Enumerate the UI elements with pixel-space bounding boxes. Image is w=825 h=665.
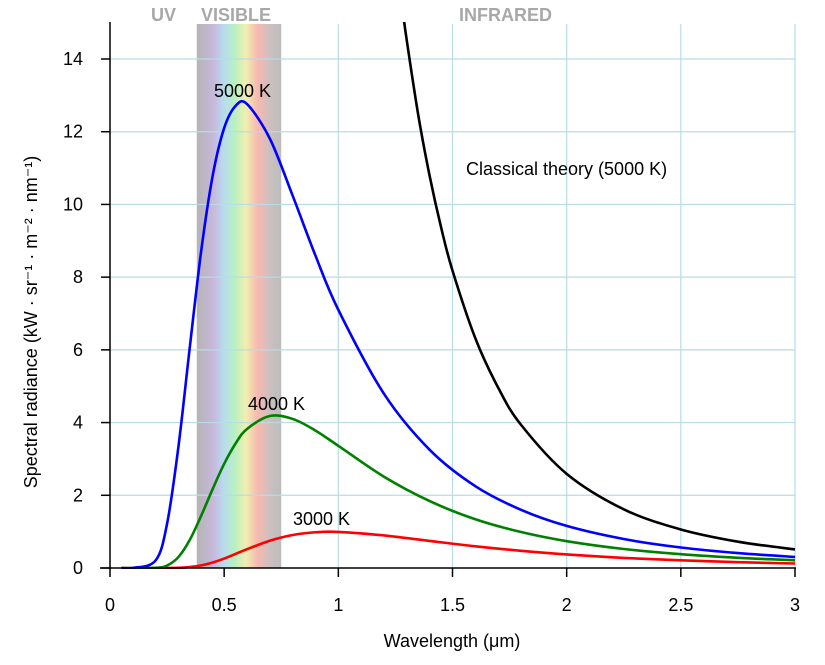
y-tick-label: 12	[63, 122, 83, 142]
region-label-uv: UV	[151, 5, 176, 25]
region-label-visible: VISIBLE	[201, 5, 271, 25]
x-tick-label: 2	[562, 595, 572, 615]
y-tick-label: 0	[73, 558, 83, 578]
y-tick-label: 8	[73, 267, 83, 287]
curve-5000k	[121, 99, 796, 569]
y-tick-label: 14	[63, 49, 83, 69]
y-axis-label: Spectral radiance (kW · sr⁻¹ · m⁻² · nm⁻…	[21, 156, 41, 489]
x-tick-label: 1.5	[440, 595, 465, 615]
label-5000k: 5000 K	[214, 81, 271, 101]
y-tick-label: 10	[63, 194, 83, 214]
curve-classical-theory	[402, 22, 796, 551]
label-4000k: 4000 K	[248, 394, 305, 414]
x-axis-label: Wavelength (μm)	[384, 631, 521, 651]
y-tick-label: 4	[73, 413, 83, 433]
curve-4000k	[121, 414, 796, 569]
y-tick-label: 2	[73, 485, 83, 505]
x-tick-label: 0	[105, 595, 115, 615]
ticks: 0 0.5 1 1.5 2 2.5 3 0 2 4 6 8 10 12 14	[63, 49, 800, 615]
label-3000k: 3000 K	[293, 509, 350, 529]
region-label-infrared: INFRARED	[459, 5, 552, 25]
y-tick-label: 6	[73, 340, 83, 360]
x-tick-label: 0.5	[212, 595, 237, 615]
x-tick-label: 2.5	[668, 595, 693, 615]
label-classical-theory: Classical theory (5000 K)	[466, 159, 667, 179]
visible-spectrum-band	[196, 24, 282, 568]
x-tick-label: 3	[790, 595, 800, 615]
x-tick-label: 1	[333, 595, 343, 615]
